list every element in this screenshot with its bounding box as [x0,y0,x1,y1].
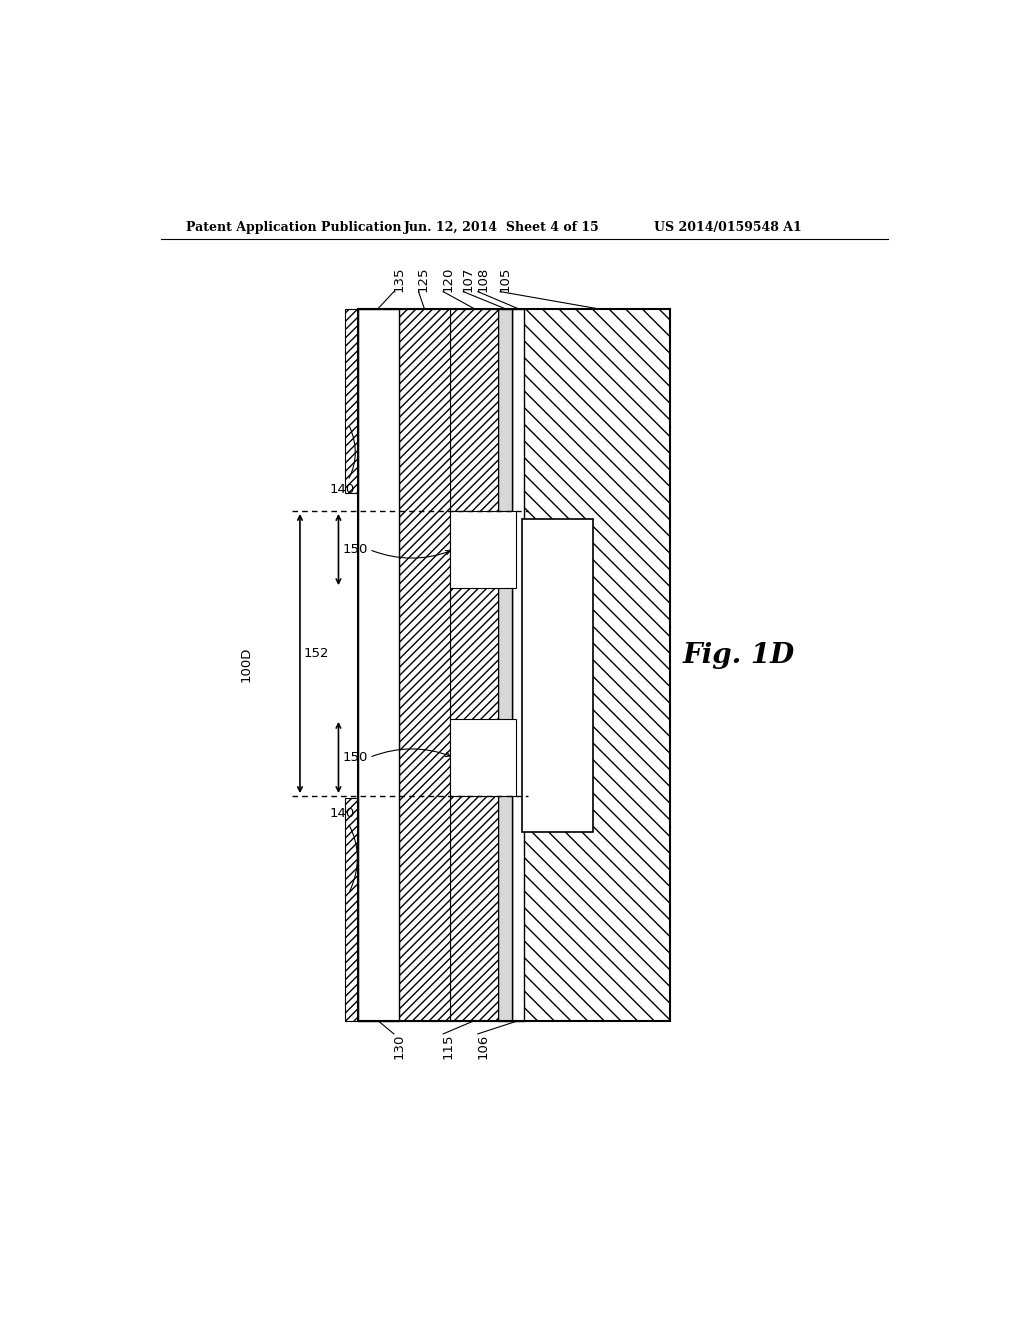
Text: 120: 120 [441,267,455,292]
Text: 106: 106 [476,1034,489,1059]
Bar [498,309,512,1020]
Text: 140: 140 [330,807,357,891]
Bar [451,309,498,1020]
Bar [512,309,524,1020]
Text: Jun. 12, 2014  Sheet 4 of 15: Jun. 12, 2014 Sheet 4 of 15 [403,222,600,234]
Text: 115: 115 [441,1034,455,1060]
Text: 150: 150 [342,751,368,764]
Bar [524,309,670,1020]
Text: 108: 108 [476,267,489,292]
Bar [357,309,398,1020]
Text: Patent Application Publication: Patent Application Publication [186,222,401,234]
Text: 100D: 100D [240,647,253,682]
Bar [345,797,357,1020]
Text: 105: 105 [499,267,512,292]
Bar [345,309,357,494]
Text: 125: 125 [417,267,430,292]
Text: Fig. 1D: Fig. 1D [683,642,795,668]
Text: 140: 140 [330,426,355,496]
Bar [451,719,515,796]
Bar [522,519,593,832]
Bar [451,511,515,589]
Text: US 2014/0159548 A1: US 2014/0159548 A1 [654,222,802,234]
Text: 110: 110 [551,663,564,688]
Text: 107: 107 [462,267,475,292]
Bar [398,309,451,1020]
Text: 150: 150 [342,543,368,556]
Text: 130: 130 [392,1034,406,1059]
Text: 152: 152 [304,647,330,660]
Bar [357,309,670,1020]
Text: 135: 135 [392,267,406,292]
